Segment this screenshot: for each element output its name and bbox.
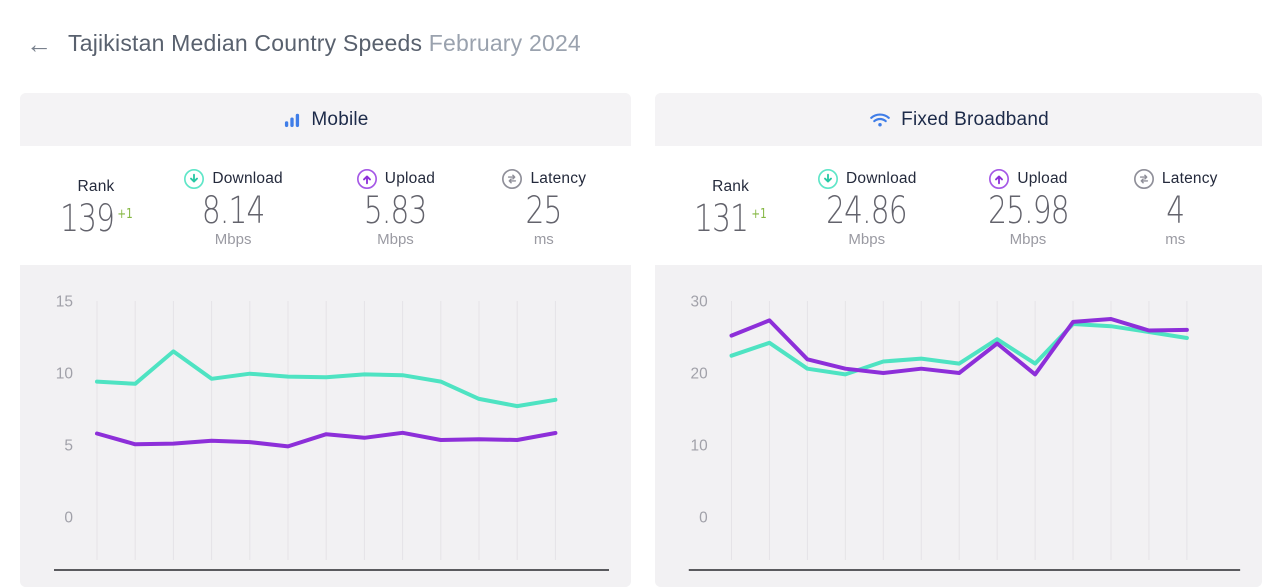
latency-label: Latency [1161, 170, 1218, 188]
svg-text:5: 5 [64, 438, 73, 455]
mobile-card-title: Mobile [311, 108, 369, 130]
latency-icon [501, 168, 523, 190]
mobile-download-value: 8.14 [201, 189, 266, 233]
fixed-card-header: Fixed Broadband [655, 93, 1262, 146]
fixed-latency-unit: ms [1165, 230, 1186, 248]
fixed-chart: 0 10 20 30 [655, 265, 1262, 587]
fixed-rank-stat: Rank 131 +1 [675, 146, 786, 265]
fixed-download-unit: Mbps [848, 230, 886, 248]
wifi-icon [868, 109, 892, 131]
mobile-chart-svg: 0 5 10 15 [54, 294, 609, 571]
svg-text:15: 15 [56, 294, 73, 311]
upload-icon [356, 168, 378, 190]
mobile-upload-value: 5.83 [364, 189, 428, 233]
mobile-rank-value: 139 +1 [59, 197, 133, 241]
fixed-upload-unit: Mbps [1009, 230, 1047, 248]
page-title-main: Tajikistan Median Country Speeds [68, 30, 423, 56]
svg-text:30: 30 [691, 293, 708, 310]
svg-text:20: 20 [691, 365, 708, 382]
fixed-rank-value: 131 +1 [694, 197, 767, 241]
mobile-bars-icon [282, 110, 302, 130]
mobile-latency-stat: Latency 25 ms [477, 146, 611, 265]
mobile-latency-value: 25 [525, 189, 563, 233]
rank-label: Rank [77, 178, 115, 196]
svg-text:10: 10 [56, 366, 74, 383]
fixed-latency-value: 4 [1166, 189, 1185, 233]
rank-label: Rank [712, 178, 750, 196]
download-label: Download [846, 170, 917, 188]
mobile-rank-stat: Rank 139 +1 [40, 146, 152, 265]
svg-text:10: 10 [691, 437, 708, 454]
fixed-download-stat: Download 24.86 Mbps [786, 146, 947, 265]
page-header: ← Tajikistan Median Country Speeds Febru… [26, 30, 581, 57]
mobile-download-stat: Download 8.14 Mbps [152, 146, 314, 265]
mobile-card: Mobile Rank 139 +1 Download [20, 93, 631, 587]
fixed-card-title: Fixed Broadband [901, 108, 1049, 130]
fixed-rank-change: +1 [751, 207, 767, 223]
mobile-stats-row: Rank 139 +1 Download 8.14 Mbps [20, 146, 631, 265]
back-arrow-icon[interactable]: ← [26, 28, 52, 59]
upload-label: Upload [384, 170, 436, 188]
fixed-upload-value: 25.98 [987, 189, 1070, 233]
fixed-chart-svg: 0 10 20 30 [688, 293, 1241, 571]
mobile-rank-change: +1 [116, 207, 133, 223]
fixed-stats-row: Rank 131 +1 Download 24.86 Mbps [655, 146, 1262, 265]
upload-label: Upload [1017, 170, 1068, 188]
mobile-chart: 0 5 10 15 [20, 265, 631, 587]
mobile-card-header: Mobile [20, 93, 631, 146]
svg-text:0: 0 [64, 510, 73, 527]
download-icon [817, 168, 839, 190]
upload-icon [988, 168, 1010, 190]
fixed-download-value: 24.86 [826, 189, 908, 233]
fixed-upload-stat: Upload 25.98 Mbps [947, 146, 1108, 265]
mobile-latency-unit: ms [533, 230, 554, 248]
latency-icon [1133, 168, 1155, 190]
mobile-download-unit: Mbps [214, 230, 252, 248]
svg-text:0: 0 [699, 509, 708, 526]
download-icon [183, 168, 205, 190]
fixed-broadband-card: Fixed Broadband Rank 131 +1 Downloa [655, 93, 1262, 587]
latency-label: Latency [530, 170, 587, 188]
mobile-upload-stat: Upload 5.83 Mbps [314, 146, 476, 265]
page-title: Tajikistan Median Country Speeds Februar… [68, 30, 581, 57]
download-label: Download [212, 170, 283, 188]
fixed-latency-stat: Latency 4 ms [1109, 146, 1242, 265]
page-title-period: February 2024 [428, 30, 581, 56]
mobile-upload-unit: Mbps [377, 230, 414, 248]
